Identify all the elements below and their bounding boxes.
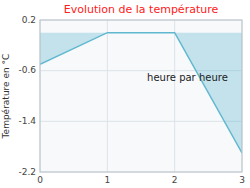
chart-container: 0.2 -0.6 -1.4 -2.20 1 2 3 Evolution de la tempé… bbox=[0, 0, 250, 188]
x-tick-label: 3 bbox=[239, 175, 245, 185]
plot-background bbox=[40, 20, 242, 172]
x-axis-label: heure par heure bbox=[147, 72, 228, 83]
y-tick-label: -0.6 bbox=[18, 65, 36, 75]
y-tick-label: 0.2 bbox=[22, 15, 36, 25]
x-tick-label: 0 bbox=[37, 175, 43, 185]
y-tick-label: -1.4 bbox=[18, 116, 36, 126]
line bbox=[40, 33, 242, 153]
grid-line-x bbox=[174, 20, 175, 172]
y-axis-label: Température en °C bbox=[1, 54, 11, 140]
grid-line-x bbox=[107, 20, 108, 172]
data-group bbox=[40, 33, 242, 153]
grid-line-y bbox=[40, 121, 242, 122]
x-tick-label: 2 bbox=[172, 175, 178, 185]
x-tick-label: 1 bbox=[104, 175, 110, 185]
chart: 0.2 -0.6 -1.4 -2.20 1 2 3 Evolution de la tempé… bbox=[0, 0, 250, 188]
area bbox=[40, 33, 242, 153]
plot-frame bbox=[40, 20, 242, 172]
title: Evolution de la température bbox=[64, 3, 219, 16]
y-tick-label: -2.2 bbox=[18, 167, 36, 177]
